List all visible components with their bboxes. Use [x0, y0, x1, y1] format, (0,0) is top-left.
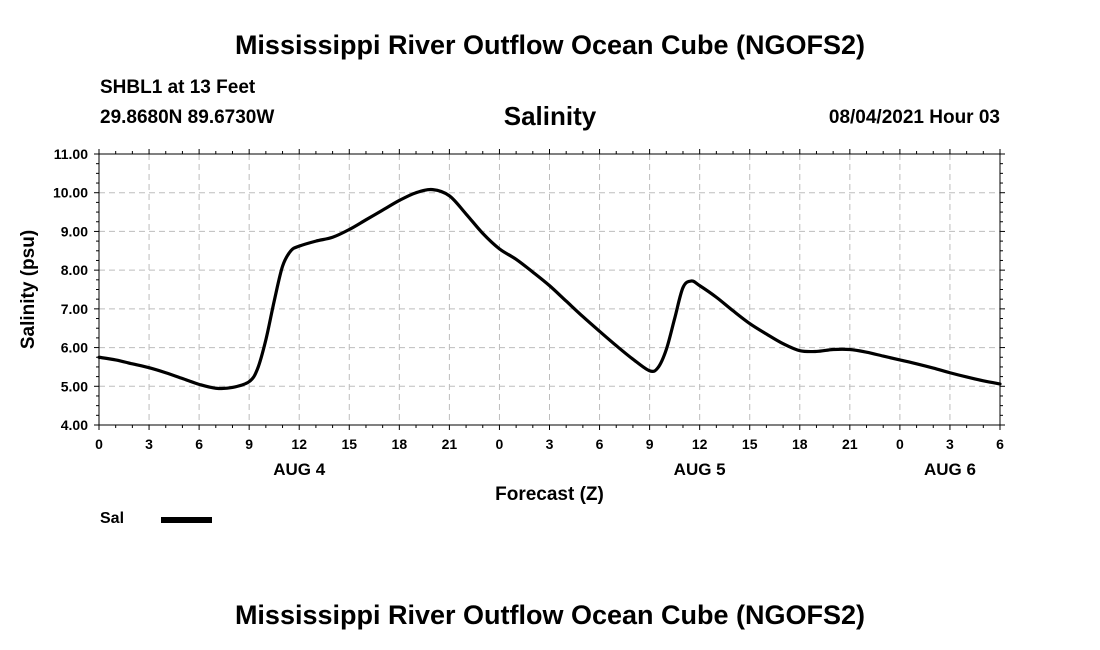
x-tick-label: 0 — [95, 436, 103, 452]
y-tick-label: 8.00 — [61, 262, 88, 278]
x-tick-label: 21 — [442, 436, 458, 452]
station-label: SHBL1 at 13 Feet — [100, 77, 256, 98]
axis-labels: 0 3 6 9 12 15 18 21 0 3 6 9 12 15 18 21 0 3 6 4.00 5.00 6.00 7… — [18, 146, 1004, 505]
date-label: AUG 4 — [273, 460, 326, 479]
variable-title: Salinity — [503, 101, 597, 131]
y-tick-label: 11.00 — [54, 146, 88, 162]
x-tick-label: 9 — [646, 436, 654, 452]
x-tick-label: 18 — [392, 436, 408, 452]
station-coordinates: 29.8680N 89.6730W — [100, 107, 275, 128]
x-tick-label: 3 — [946, 436, 954, 452]
x-tick-label: 0 — [896, 436, 904, 452]
footer-title: Mississippi River Outflow Ocean Cube (NG… — [234, 600, 866, 630]
y-tick-label: 9.00 — [61, 223, 88, 239]
date-label: AUG 6 — [924, 460, 976, 479]
x-tick-label: 15 — [742, 436, 758, 452]
x-tick-label: 3 — [145, 436, 153, 452]
x-tick-label: 3 — [546, 436, 554, 452]
y-tick-label: 4.00 — [61, 417, 88, 433]
y-axis-title: Salinity (psu) — [18, 230, 39, 349]
series-group — [97, 187, 1002, 391]
x-tick-label: 21 — [842, 436, 858, 452]
series-line-sal — [97, 187, 1002, 391]
x-tick-label: 6 — [195, 436, 203, 452]
y-tick-label: 10.00 — [53, 185, 88, 201]
x-axis-title: Forecast (Z) — [495, 484, 604, 505]
y-tick-label: 6.00 — [61, 340, 88, 356]
legend-line-swatch — [161, 517, 212, 523]
forecast-datetime: 08/04/2021 Hour 03 — [828, 107, 1000, 128]
x-tick-label: 15 — [341, 436, 357, 452]
y-tick-label: 7.00 — [61, 301, 88, 317]
x-tick-label: 12 — [692, 436, 708, 452]
y-tick-label: 5.00 — [61, 378, 88, 394]
x-tick-label: 12 — [291, 436, 307, 452]
chart-title: Mississippi River Outflow Ocean Cube (NG… — [234, 30, 866, 60]
x-tick-label: 9 — [245, 436, 253, 452]
date-label: AUG 5 — [674, 460, 726, 479]
x-tick-label: 6 — [596, 436, 604, 452]
x-tick-label: 6 — [996, 436, 1004, 452]
x-tick-label: 0 — [496, 436, 504, 452]
legend-label: Sal — [100, 510, 125, 527]
grid-lines — [99, 154, 1000, 425]
axes — [94, 149, 1005, 430]
x-tick-label: 18 — [792, 436, 808, 452]
